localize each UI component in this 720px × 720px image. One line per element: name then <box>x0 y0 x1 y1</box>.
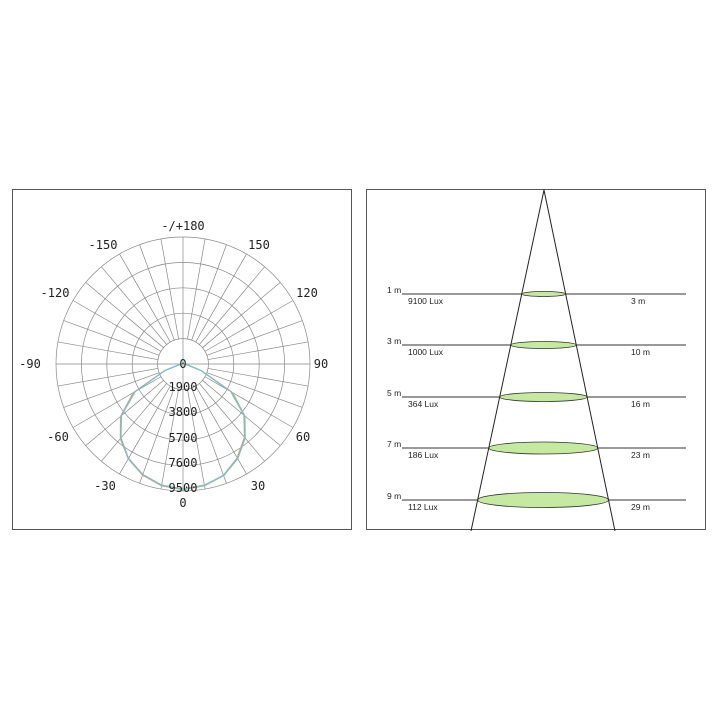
polar-spoke <box>207 367 309 387</box>
lux-label: 1000 Lux <box>408 347 444 357</box>
angle-label-60: 60 <box>296 430 310 444</box>
angle-label-m60: -60 <box>47 430 69 444</box>
distance-label: 1 m <box>387 285 401 295</box>
ring-label: 1900 <box>169 380 198 394</box>
polar-spoke <box>85 379 165 446</box>
polar-spoke <box>206 372 303 408</box>
cone-left-edge <box>470 190 545 531</box>
angle-label-90: 90 <box>314 357 328 371</box>
polar-spoke <box>72 300 162 352</box>
polar-spoke <box>57 341 159 361</box>
distance-label: 9 m <box>387 491 401 501</box>
polar-spoke <box>198 266 265 346</box>
lux-label: 112 Lux <box>408 502 438 512</box>
diameter-label: 29 m <box>631 502 650 512</box>
polar-spoke <box>186 238 206 340</box>
polar-spoke <box>191 244 227 341</box>
angle-label-m90: -90 <box>19 357 41 371</box>
polar-spoke <box>198 382 265 462</box>
polar-spoke <box>160 238 180 340</box>
angle-label-120: 120 <box>296 286 318 300</box>
diameter-label: 10 m <box>631 347 650 357</box>
polar-spoke <box>63 320 160 356</box>
ring-label: 3800 <box>169 405 198 419</box>
polar-spoke <box>85 282 165 349</box>
diameter-label: 16 m <box>631 399 650 409</box>
center-label: 0 <box>179 357 186 371</box>
angle-label-150: 150 <box>248 238 270 252</box>
light-spot <box>477 492 609 508</box>
polar-spoke <box>206 320 303 356</box>
angle-label-m150: -150 <box>89 238 118 252</box>
distance-label: 3 m <box>387 336 401 346</box>
polar-diagram-panel: -/+180 -150 150 -120 120 -90 90 -60 60 -… <box>12 189 352 530</box>
diameter-label: 23 m <box>631 450 650 460</box>
ring-label: 5700 <box>169 431 198 445</box>
lux-label: 9100 Lux <box>408 296 444 306</box>
angle-label-0: 0 <box>179 496 186 510</box>
polar-spoke <box>186 388 206 490</box>
polar-spoke <box>63 372 160 408</box>
light-spot <box>510 341 577 349</box>
polar-spoke <box>195 385 247 475</box>
cone-right-edge <box>543 190 616 531</box>
polar-spoke <box>119 253 171 343</box>
distance-label: 7 m <box>387 439 401 449</box>
polar-spoke <box>204 376 294 428</box>
polar-diagram: -/+180 -150 150 -120 120 -90 90 -60 60 -… <box>19 219 328 510</box>
polar-spoke <box>204 300 294 352</box>
diameter-label: 3 m <box>631 296 645 306</box>
polar-spoke <box>207 341 309 361</box>
polar-spoke <box>160 388 180 490</box>
polar-spoke <box>195 253 247 343</box>
polar-spoke <box>201 282 281 349</box>
angle-label-180: -/+180 <box>161 219 204 233</box>
light-cone-panel: 1 m 9100 Lux 3 m 3 m 1000 Lux 10 m 5 m 364 Lux 1… <box>366 189 706 531</box>
light-cone-diagram: 1 m 9100 Lux 3 m 3 m 1000 Lux 10 m 5 m 364 Lux 1… <box>387 190 686 531</box>
polar-spoke <box>57 367 159 387</box>
polar-spoke <box>72 376 162 428</box>
light-spot <box>521 291 567 297</box>
ring-label: 7600 <box>169 456 198 470</box>
intensity-curve <box>120 363 246 490</box>
ring-label: 9500 <box>169 481 198 495</box>
polar-spoke <box>201 379 281 446</box>
polar-spoke <box>139 387 175 484</box>
polar-spoke <box>119 385 171 475</box>
polar-spoke <box>101 382 168 462</box>
distance-label: 5 m <box>387 388 401 398</box>
lux-label: 364 Lux <box>408 399 439 409</box>
angle-label-m120: -120 <box>41 286 70 300</box>
polar-spoke <box>139 244 175 341</box>
light-spot <box>499 392 588 402</box>
angle-label-30: 30 <box>251 479 265 493</box>
polar-spoke <box>191 387 227 484</box>
polar-spoke <box>101 266 168 346</box>
light-spot <box>488 441 599 455</box>
angle-label-m30: -30 <box>94 479 116 493</box>
lux-label: 186 Lux <box>408 450 439 460</box>
